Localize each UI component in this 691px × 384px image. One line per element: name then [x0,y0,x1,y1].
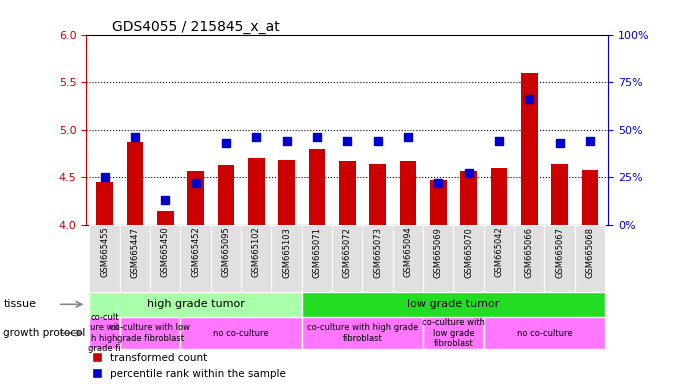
Point [524,96,535,102]
Bar [521,73,538,225]
Bar [514,225,545,292]
Text: GSM665452: GSM665452 [191,227,200,277]
Bar [392,225,423,292]
Text: co-cult
ure wit
h high
grade fi: co-cult ure wit h high grade fi [88,313,121,353]
Bar [272,225,302,292]
Bar [180,225,211,292]
Point [554,140,565,146]
Text: GDS4055 / 215845_x_at: GDS4055 / 215845_x_at [113,20,281,33]
Text: GSM665450: GSM665450 [161,227,170,277]
Text: GSM665073: GSM665073 [373,227,382,278]
Text: high grade tumor: high grade tumor [146,299,245,310]
Bar [399,161,416,225]
Bar [545,225,575,292]
Text: GSM665102: GSM665102 [252,227,261,277]
Point [341,138,352,144]
Bar [157,211,173,225]
Bar [218,165,234,225]
Text: co-culture with
low grade
fibroblast: co-culture with low grade fibroblast [422,318,485,348]
Point [433,180,444,186]
Point [220,140,231,146]
Text: no co-culture: no co-culture [214,329,269,338]
Text: co-culture with high grade
fibroblast: co-culture with high grade fibroblast [307,323,418,343]
Bar [453,225,484,292]
Bar [89,225,120,292]
Bar [430,180,446,225]
Text: no co-culture: no co-culture [517,329,572,338]
Bar [211,225,241,292]
Bar [96,182,113,225]
Bar [241,225,272,292]
Bar [89,292,302,317]
Point [372,138,383,144]
Text: GSM665447: GSM665447 [131,227,140,278]
Point [251,134,262,140]
Bar [302,317,423,349]
Text: GSM665066: GSM665066 [524,227,533,278]
Bar [460,171,477,225]
Point [129,134,140,140]
Text: GSM665068: GSM665068 [585,227,594,278]
Bar [187,171,204,225]
Point [493,138,504,144]
Bar [302,225,332,292]
Text: GSM665069: GSM665069 [434,227,443,278]
Bar [126,142,143,225]
Point [312,134,323,140]
Text: GSM665103: GSM665103 [282,227,291,278]
Text: GSM665070: GSM665070 [464,227,473,278]
Text: GSM665071: GSM665071 [312,227,321,278]
Bar [180,317,302,349]
Text: tissue: tissue [3,299,37,310]
Bar [302,292,605,317]
Point [463,170,474,176]
Bar [150,225,180,292]
Bar [248,158,265,225]
Bar [491,168,507,225]
Bar [278,160,295,225]
Bar [120,225,150,292]
Bar [551,164,568,225]
Text: GSM665067: GSM665067 [555,227,564,278]
Point [99,174,110,180]
Text: GSM665042: GSM665042 [494,227,503,277]
Bar [423,317,484,349]
Bar [339,161,356,225]
Text: GSM665455: GSM665455 [100,227,109,277]
Bar [120,317,180,349]
Bar [369,164,386,225]
Legend: transformed count, percentile rank within the sample: transformed count, percentile rank withi… [92,353,286,379]
Text: growth protocol: growth protocol [3,328,86,338]
Text: GSM665094: GSM665094 [404,227,413,277]
Bar [582,170,598,225]
Text: GSM665095: GSM665095 [221,227,230,277]
Bar [484,317,605,349]
Text: GSM665072: GSM665072 [343,227,352,278]
Bar [575,225,605,292]
Bar [484,225,514,292]
Text: co-culture with low
grade fibroblast: co-culture with low grade fibroblast [110,323,190,343]
Point [160,197,171,203]
Point [190,180,201,186]
Bar [362,225,392,292]
Bar [423,225,453,292]
Point [402,134,413,140]
Bar [89,317,120,349]
Bar [332,225,362,292]
Point [281,138,292,144]
Point [585,138,596,144]
Bar [309,149,325,225]
Text: low grade tumor: low grade tumor [407,299,500,310]
